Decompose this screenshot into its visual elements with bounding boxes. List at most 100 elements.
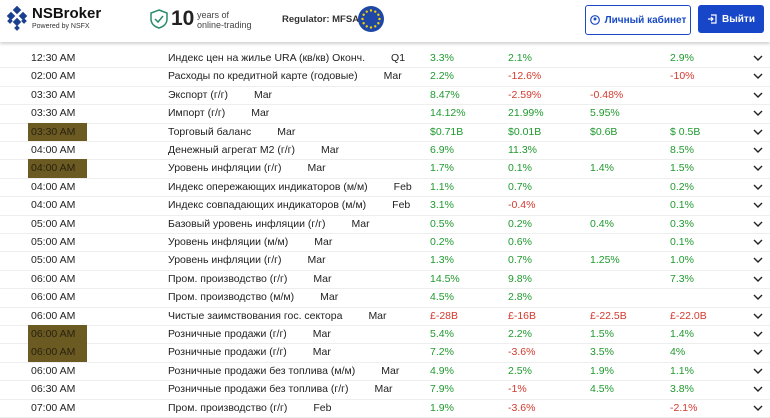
period: Feb [392,199,411,212]
previous: 5.95% [590,107,620,120]
event-row[interactable]: 03:30 AM Экспорт (г/г) Mar 8.47% -2.59% -0.48… [0,86,770,106]
event-row[interactable]: 06:00 AM Розничные продажи (г/г) Mar 5.4% 2.… [0,325,770,345]
revised: 1.4% [670,328,694,340]
brand: NSBroker [32,5,102,22]
period: Mar [277,125,296,138]
time: 06:00 AM [31,364,76,377]
period: Mar [313,272,332,285]
event: Уровень инфляции (г/г) Mar [168,251,326,269]
expand-chevron[interactable] [753,367,763,375]
event-row[interactable]: 06:00 AM Розничные продажи без топлива (м… [0,362,770,382]
period: Mar [351,217,370,230]
powered-by: Powered by NSFX [32,23,90,30]
event-row[interactable]: 04:00 AM Денежный агрегат M2 (г/г) Mar 6.9%… [0,141,770,161]
expand-chevron[interactable] [753,293,763,301]
header: NSBroker Powered by NSFX 10 years of onli… [0,0,770,42]
event: Пром. производство (г/г) Mar [168,270,331,288]
expand-chevron[interactable] [753,275,763,283]
logout-button[interactable]: Выйти [698,5,764,33]
event-name: Пром. производство (г/г) [168,401,288,414]
time: 04:00 AM [31,144,76,156]
shield-icon [150,9,168,29]
event-name: Индекс цен на жилье URA (кв/кв) Оконч. [168,52,366,64]
expand-chevron[interactable] [753,183,763,191]
expand-chevron[interactable] [753,128,763,136]
actual: 14.5% [430,272,460,285]
period: Mar [307,254,326,267]
revised: 2.9% [670,52,694,64]
actual: 1.3% [430,254,454,267]
actual: 3.1% [430,199,454,212]
event-name: Пром. производство (г/г) [168,272,288,285]
actual: 6.9% [430,144,454,156]
expand-chevron[interactable] [753,91,763,99]
time: 06:30 AM [31,383,76,396]
time: 05:00 AM [31,217,76,230]
event-row[interactable]: 06:00 AM Пром. производство (г/г) Mar 14.5%… [0,270,770,290]
forecast: -0.4% [508,199,536,212]
expand-chevron[interactable] [753,312,763,320]
event-row[interactable]: 06:00 AM Розничные продажи (г/г) Mar 7.2% -3… [0,343,770,363]
actual: 7.2% [430,346,454,359]
event-name: Уровень инфляции (м/м) [168,236,289,248]
event: Розничные продажи (г/г) Mar [168,325,331,343]
event-row[interactable]: 05:00 AM Уровень инфляции (г/г) Mar 1.3% 0.7… [0,251,770,271]
event-row[interactable]: 04:00 AM Уровень инфляции (г/г) Mar 1.7% 0.1… [0,159,770,179]
event-row[interactable]: 05:00 AM Уровень инфляции (м/м) Mar 0.2% 0.6… [0,233,770,253]
revised: 1.0% [670,254,694,267]
forecast: 11.3% [508,144,537,156]
actual: 5.4% [430,328,454,340]
event-row[interactable]: 03:30 AM Импорт (г/г) Mar 14.12% 21.99% 5.95% [0,104,770,124]
event-name: Расходы по кредитной карте (годовые) [168,70,358,83]
expand-chevron[interactable] [753,72,763,80]
period: Mar [251,107,270,120]
actual: 7.9% [430,383,454,396]
actual: 1.7% [430,162,454,175]
event-row[interactable]: 03:30 AM Торговый баланс Mar $0.71B $0.01B $0… [0,122,770,142]
event-row[interactable]: 06:30 AM Розничные продажи без топлива (г… [0,380,770,400]
expand-chevron[interactable] [753,330,763,338]
revised: 1.1% [670,364,694,377]
previous: -0.48% [590,88,624,101]
star [377,22,380,25]
expand-chevron[interactable] [753,54,763,62]
event: Чистые заимствования гос. сектора Mar [168,307,387,325]
event-row[interactable]: 06:00 AM Чистые заимствования гос. сектор… [0,307,770,326]
regulator: Regulator: MFSA [282,14,360,25]
star [377,13,380,16]
event-name: Торговый баланс [168,125,252,138]
expand-chevron[interactable] [753,201,763,209]
actual: 14.12% [430,107,466,120]
expand-chevron[interactable] [753,238,763,246]
revised: -2.1% [670,401,698,414]
star [378,17,381,21]
expand-chevron[interactable] [753,348,763,356]
actual: £-28B [430,309,459,322]
period: Mar [320,291,339,304]
expand-chevron[interactable] [753,220,763,228]
forecast: -3.6% [508,346,536,359]
cabinet-button[interactable]: Личный кабинет [585,5,691,35]
event: Розничные продажи (г/г) Mar [168,343,331,361]
forecast: -1% [508,383,527,396]
years-line: online-trading [197,20,252,30]
eu-flag [358,6,384,32]
expand-chevron[interactable] [753,146,763,154]
expand-chevron[interactable] [753,404,763,412]
event-row[interactable]: 04:00 AM Индекс совпадающих индикаторов (… [0,196,770,216]
event-row[interactable]: 05:00 AM Базовый уровень инфляции (г/г) Ma… [0,215,770,234]
event-row[interactable]: 12:30 AM Индекс цен на жилье URA (кв/кв) … [0,49,770,69]
event: Розничные продажи без топлива (г/г) Mar [168,380,393,398]
event-row[interactable]: 02:00 AM Расходы по кредитной карте (годо… [0,67,770,87]
event-row[interactable]: 04:00 AM Индекс опережающих индикаторов (… [0,178,770,198]
expand-chevron[interactable] [753,109,763,117]
expand-chevron[interactable] [753,164,763,172]
expand-chevron[interactable] [753,256,763,264]
expand-chevron[interactable] [753,385,763,393]
event-row[interactable]: 06:00 AM Пром. производство (м/м) Mar 4.5% 2… [0,288,770,308]
logo-icon [6,6,28,31]
previous: 3.5% [590,346,614,359]
actual: 1.1% [430,180,454,193]
star [362,13,365,16]
event-row[interactable]: 07:00 AM Пром. производство (г/г) Feb 1.9% -… [0,399,770,418]
